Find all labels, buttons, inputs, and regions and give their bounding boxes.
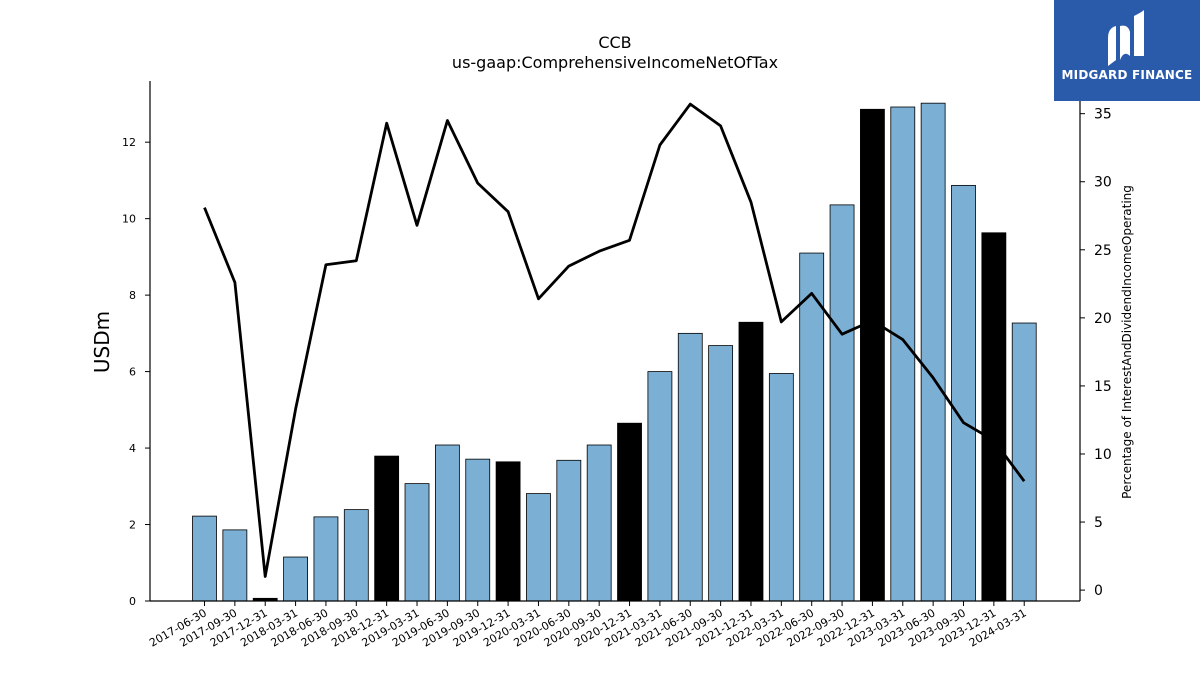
bar xyxy=(890,106,916,602)
y-tick-label: 4 xyxy=(129,442,136,455)
y-tick-label: 10 xyxy=(122,213,136,226)
bar xyxy=(617,422,642,602)
bar xyxy=(556,459,582,602)
logo-text: MIDGARD FINANCE xyxy=(1061,68,1193,82)
y2-tick-label: 15 xyxy=(1094,379,1112,395)
bar-series xyxy=(192,102,1037,602)
bar xyxy=(404,483,430,602)
y-tick-label: 8 xyxy=(129,289,136,302)
y2-tick-label: 10 xyxy=(1094,447,1112,463)
y2-axis-label: Percentage of InterestAndDividendIncomeO… xyxy=(1120,185,1134,499)
bar xyxy=(829,204,855,602)
bar xyxy=(283,556,308,602)
bar xyxy=(343,509,369,602)
y2-tick-label: 35 xyxy=(1094,107,1112,123)
brand-logo: MIDGARD FINANCE xyxy=(1054,0,1200,101)
bar xyxy=(434,444,460,602)
bar xyxy=(374,455,400,602)
y-tick-label: 6 xyxy=(129,366,136,379)
bar xyxy=(495,461,521,602)
logo-mark-icon xyxy=(1108,10,1144,66)
y2-tick-label: 20 xyxy=(1094,311,1112,327)
bar xyxy=(313,516,339,602)
bar xyxy=(526,493,551,602)
bar xyxy=(860,108,885,602)
bar xyxy=(677,332,703,602)
y2-tick-label: 5 xyxy=(1094,515,1103,531)
chart-title: CCB xyxy=(598,33,631,52)
bar xyxy=(222,529,248,602)
bar xyxy=(799,252,825,602)
y2-tick-label: 30 xyxy=(1094,175,1112,191)
y-axis-label: USDm xyxy=(90,311,114,373)
line-series xyxy=(203,102,1026,578)
y2-tick-label: 0 xyxy=(1094,583,1103,599)
y-tick-label: 2 xyxy=(129,519,136,532)
bar xyxy=(951,184,976,602)
series-line xyxy=(203,102,1026,578)
bar xyxy=(920,102,946,602)
bar xyxy=(708,345,734,602)
bar xyxy=(192,515,217,602)
bar xyxy=(738,321,764,602)
bar xyxy=(1011,322,1037,602)
bar xyxy=(981,232,1007,602)
bar xyxy=(586,444,612,602)
y2-tick-label: 25 xyxy=(1094,243,1112,259)
y-tick-label: 12 xyxy=(122,136,136,149)
bar xyxy=(768,373,794,602)
chart-subtitle: us-gaap:ComprehensiveIncomeNetOfTax xyxy=(452,53,778,72)
bar xyxy=(465,458,491,602)
bar xyxy=(647,371,673,602)
y-tick-label: 0 xyxy=(129,595,136,608)
